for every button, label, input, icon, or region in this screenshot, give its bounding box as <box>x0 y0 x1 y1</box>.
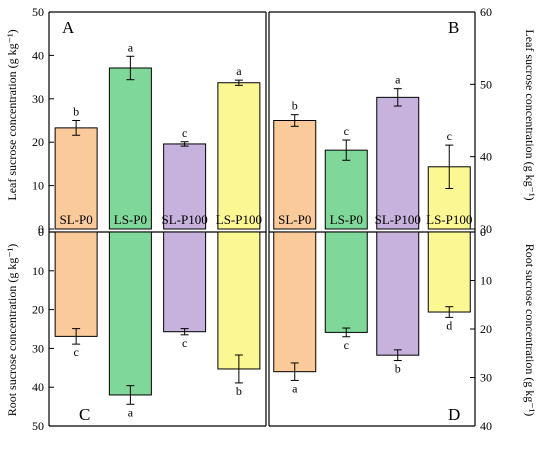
significance-letter: a <box>128 405 134 419</box>
y-tick-label: 40 <box>480 150 492 164</box>
panel-c: 0 10 20 30 40 50 c a c b <box>32 225 261 433</box>
panel-label-a: A <box>62 18 75 37</box>
bar-sl-p0 <box>54 231 98 337</box>
y-tick-label: 0 <box>480 225 486 239</box>
y-axis-label-leaf-right: Leaf sucrose concentration (g kg⁻¹) <box>523 29 537 200</box>
significance-letter: b <box>73 105 79 119</box>
y-tick-label: 60 <box>480 5 492 19</box>
y-tick-label: 10 <box>32 179 44 193</box>
significance-letter: b <box>395 362 401 376</box>
panel-b: 30 40 50 60 b SL-P0 c LS-P0 a SL-P100 c LS-P100 <box>273 5 492 236</box>
significance-letter: c <box>182 126 187 140</box>
significance-letter: a <box>395 73 401 87</box>
bar-ls-p0 <box>108 67 152 230</box>
panel-label-b: B <box>448 18 459 37</box>
panel-a: 0 10 20 30 40 50 b SL-P0 a LS-P0 c SL-P100 a LS-P100 <box>32 5 262 236</box>
figure-labels: Leaf sucrose concentration (g kg⁻¹) Root… <box>5 18 537 424</box>
significance-letter: b <box>236 384 242 398</box>
y-tick-label: 30 <box>32 92 44 106</box>
y-tick-label: 40 <box>480 419 492 433</box>
bar-sl-p0 <box>273 231 317 373</box>
y-tick-label: 20 <box>32 135 44 149</box>
significance-letter: d <box>446 318 452 332</box>
significance-letter: c <box>344 338 349 352</box>
y-tick-label: 10 <box>480 274 492 288</box>
y-tick-label: 40 <box>32 380 44 394</box>
panel-d: 0 10 20 30 40 a c b d <box>273 225 492 433</box>
y-tick-label: 30 <box>480 222 492 236</box>
y-tick-label: 10 <box>32 264 44 278</box>
bar-ls-p0 <box>324 231 368 333</box>
bar-ls-p100 <box>217 82 261 230</box>
significance-letter: c <box>344 124 349 138</box>
bar-ls-p100 <box>217 231 261 370</box>
y-tick-label: 0 <box>38 225 44 239</box>
y-axis-label-root-left: Root sucrose concentration (g kg⁻¹) <box>5 244 19 417</box>
category-label: LS-P0 <box>330 212 363 227</box>
category-label: SL-P0 <box>278 212 311 227</box>
y-tick-label: 50 <box>32 419 44 433</box>
category-label: LS-P100 <box>216 212 262 227</box>
y-tick-label: 50 <box>480 77 492 91</box>
significance-letter: b <box>292 99 298 113</box>
significance-letter: c <box>182 336 187 350</box>
panel-label-c: C <box>79 405 90 424</box>
y-tick-label: 20 <box>480 322 492 336</box>
bar-sl-p100 <box>376 231 420 356</box>
bar-ls-p0 <box>324 149 368 230</box>
bar-ls-p0 <box>108 231 152 396</box>
category-label: LS-P100 <box>426 212 472 227</box>
category-label: SL-P100 <box>375 212 421 227</box>
y-tick-label: 20 <box>32 303 44 317</box>
y-tick-label: 50 <box>32 5 44 19</box>
y-axis-label-root-right: Root sucrose concentration (g kg⁻¹) <box>523 244 537 417</box>
bar-sl-p100 <box>163 231 207 333</box>
category-label: SL-P100 <box>162 212 208 227</box>
significance-letter: a <box>292 381 298 395</box>
bar-sl-p0 <box>273 120 317 230</box>
category-label: LS-P0 <box>114 212 147 227</box>
significance-letter: a <box>128 40 134 54</box>
y-tick-label: 40 <box>32 48 44 62</box>
y-tick-label: 30 <box>480 371 492 385</box>
significance-letter: c <box>447 129 452 143</box>
category-label: SL-P0 <box>60 212 93 227</box>
bar-ls-p100 <box>427 231 471 313</box>
y-axis-label-leaf-left: Leaf sucrose concentration (g kg⁻¹) <box>5 29 19 200</box>
bar-sl-p100 <box>376 96 420 230</box>
significance-letter: a <box>236 64 242 78</box>
y-tick-label: 0 <box>38 222 44 236</box>
panel-label-d: D <box>448 405 460 424</box>
chart-panels: 01020304050bSL-P0aLS-P0cSL-P100aLS-P1003… <box>32 5 492 433</box>
significance-letter: c <box>73 345 78 359</box>
y-tick-label: 30 <box>32 341 44 355</box>
